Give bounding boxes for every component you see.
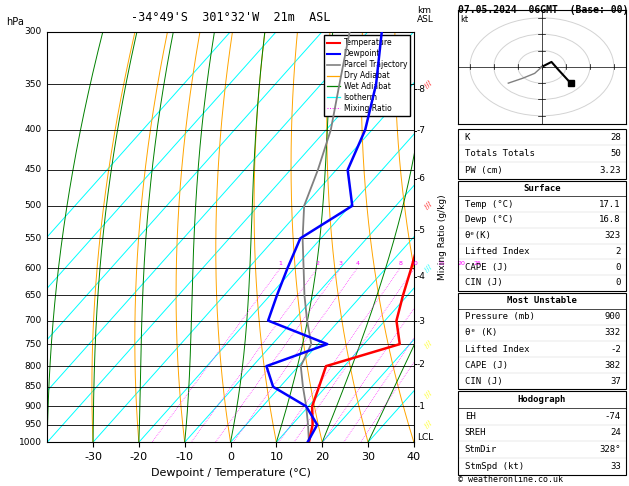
- Text: 800: 800: [25, 362, 42, 371]
- Text: 37: 37: [610, 377, 621, 386]
- Text: ///: ///: [423, 340, 433, 349]
- Text: 650: 650: [25, 291, 42, 300]
- Text: 550: 550: [25, 234, 42, 243]
- Text: -4: -4: [417, 273, 426, 281]
- Text: km
ASL: km ASL: [417, 6, 434, 24]
- Text: PW (cm): PW (cm): [465, 166, 502, 175]
- Text: -2: -2: [417, 360, 426, 368]
- Text: 50: 50: [610, 149, 621, 158]
- Text: 2: 2: [316, 261, 320, 266]
- Text: 24: 24: [610, 428, 621, 437]
- Text: -6: -6: [417, 174, 426, 183]
- Text: CIN (J): CIN (J): [465, 377, 502, 386]
- X-axis label: Dewpoint / Temperature (°C): Dewpoint / Temperature (°C): [150, 468, 311, 478]
- Text: 750: 750: [25, 340, 42, 348]
- Text: Mixing Ratio (g/kg): Mixing Ratio (g/kg): [438, 194, 447, 280]
- Text: 900: 900: [604, 312, 621, 321]
- Text: CIN (J): CIN (J): [465, 278, 502, 287]
- Text: ///: ///: [423, 420, 433, 430]
- Text: ///: ///: [423, 80, 433, 89]
- Text: -7: -7: [417, 126, 426, 135]
- Text: 350: 350: [25, 80, 42, 88]
- Text: 332: 332: [604, 329, 621, 337]
- Text: 20: 20: [457, 261, 465, 266]
- Text: θᵉ (K): θᵉ (K): [465, 329, 497, 337]
- Text: Totals Totals: Totals Totals: [465, 149, 535, 158]
- Text: ///: ///: [423, 201, 433, 210]
- Text: 382: 382: [604, 361, 621, 370]
- Text: hPa: hPa: [6, 17, 24, 27]
- Legend: Temperature, Dewpoint, Parcel Trajectory, Dry Adiabat, Wet Adiabat, Isotherm, Mi: Temperature, Dewpoint, Parcel Trajectory…: [324, 35, 410, 116]
- Text: 2: 2: [615, 247, 621, 256]
- Text: -5: -5: [417, 226, 426, 235]
- Text: kt: kt: [460, 15, 469, 24]
- Text: 1000: 1000: [19, 438, 42, 447]
- Text: 33: 33: [610, 462, 621, 471]
- Text: 850: 850: [25, 382, 42, 391]
- Text: -74: -74: [604, 412, 621, 421]
- Text: Dewp (°C): Dewp (°C): [465, 215, 513, 225]
- Text: 15: 15: [438, 261, 445, 266]
- Text: 1: 1: [279, 261, 282, 266]
- Text: ///: ///: [423, 263, 433, 273]
- Text: 3.23: 3.23: [599, 166, 621, 175]
- Text: 0: 0: [615, 278, 621, 287]
- Text: 07.05.2024  06GMT  (Base: 00): 07.05.2024 06GMT (Base: 00): [458, 5, 628, 15]
- Text: -1: -1: [417, 402, 426, 411]
- Text: CAPE (J): CAPE (J): [465, 361, 508, 370]
- Text: ///: ///: [423, 390, 433, 399]
- Text: LCL: LCL: [417, 433, 433, 442]
- Text: StmDir: StmDir: [465, 445, 497, 454]
- Text: © weatheronline.co.uk: © weatheronline.co.uk: [458, 474, 563, 484]
- Text: 16.8: 16.8: [599, 215, 621, 225]
- Text: 600: 600: [25, 263, 42, 273]
- Text: K: K: [465, 133, 470, 141]
- Text: Lifted Index: Lifted Index: [465, 345, 529, 353]
- Text: 500: 500: [25, 201, 42, 210]
- Text: 323: 323: [604, 231, 621, 240]
- Text: 4: 4: [355, 261, 359, 266]
- Text: 0: 0: [615, 262, 621, 272]
- Text: 8: 8: [398, 261, 402, 266]
- Text: 3: 3: [338, 261, 343, 266]
- Text: 25: 25: [473, 261, 481, 266]
- Text: 328°: 328°: [599, 445, 621, 454]
- Text: 300: 300: [25, 27, 42, 36]
- Text: 28: 28: [610, 133, 621, 141]
- Text: StmSpd (kt): StmSpd (kt): [465, 462, 524, 471]
- Text: -8: -8: [417, 85, 426, 93]
- Text: Surface: Surface: [523, 184, 560, 193]
- Text: 10: 10: [411, 261, 418, 266]
- Text: -3: -3: [417, 316, 426, 326]
- Text: Lifted Index: Lifted Index: [465, 247, 529, 256]
- Text: 700: 700: [25, 316, 42, 325]
- Text: SREH: SREH: [465, 428, 486, 437]
- Text: 900: 900: [25, 402, 42, 411]
- Text: θᵉ(K): θᵉ(K): [465, 231, 491, 240]
- Text: 400: 400: [25, 125, 42, 134]
- Text: 450: 450: [25, 165, 42, 174]
- Text: Most Unstable: Most Unstable: [507, 296, 577, 305]
- Text: 950: 950: [25, 420, 42, 429]
- Text: CAPE (J): CAPE (J): [465, 262, 508, 272]
- Text: 17.1: 17.1: [599, 200, 621, 209]
- Text: Temp (°C): Temp (°C): [465, 200, 513, 209]
- Text: -34°49'S  301°32'W  21m  ASL: -34°49'S 301°32'W 21m ASL: [131, 11, 330, 24]
- Text: EH: EH: [465, 412, 476, 421]
- Text: Pressure (mb): Pressure (mb): [465, 312, 535, 321]
- Text: -2: -2: [610, 345, 621, 353]
- Text: Hodograph: Hodograph: [518, 395, 566, 404]
